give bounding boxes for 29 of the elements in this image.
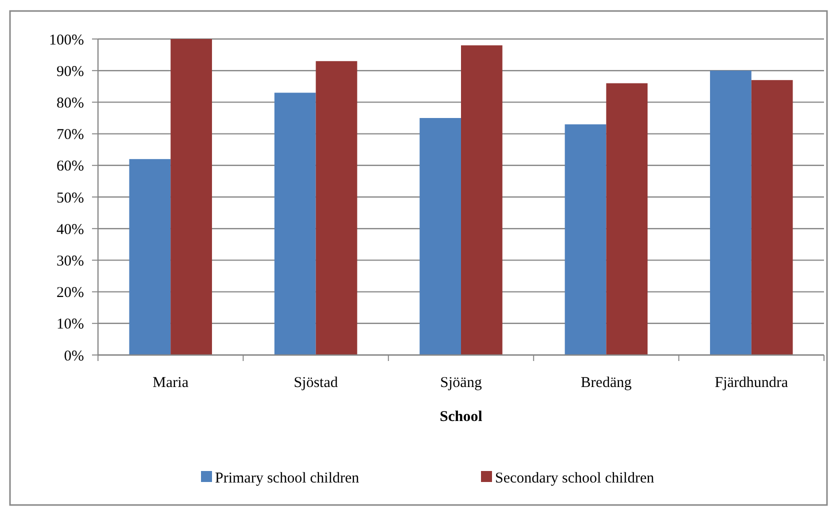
- legend-label: Secondary school children: [495, 470, 655, 486]
- y-tick-label: 40%: [56, 222, 84, 238]
- x-tick-label: Sjöstad: [294, 375, 338, 391]
- bar: [170, 39, 212, 355]
- bar: [564, 124, 606, 355]
- bar: [751, 80, 793, 355]
- y-tick-label: 60%: [56, 158, 84, 175]
- bar: [316, 61, 358, 355]
- y-tick-label: 10%: [56, 316, 84, 333]
- bar: [129, 159, 171, 355]
- y-tick-label: 30%: [56, 253, 84, 270]
- y-tick-label: 0%: [64, 348, 84, 364]
- x-tick-label: Bredäng: [580, 375, 632, 391]
- y-tick-label: 80%: [56, 95, 84, 112]
- x-tick-label: Maria: [152, 375, 189, 391]
- y-tick-label: 70%: [56, 127, 84, 144]
- bar: [710, 70, 752, 355]
- bar: [274, 92, 316, 355]
- y-tick-label: 50%: [56, 190, 84, 206]
- bar: [606, 83, 648, 355]
- bar: [461, 45, 502, 355]
- y-tick-label: 100%: [49, 32, 84, 48]
- bar: [420, 118, 461, 355]
- x-axis-title: School: [440, 409, 482, 425]
- x-tick-label: Sjöäng: [440, 375, 482, 391]
- x-tick-label: Fjärdhundra: [714, 375, 788, 391]
- y-tick-label: 20%: [56, 285, 84, 302]
- legend-label: Primary school children: [215, 470, 360, 486]
- y-tick-label: 90%: [56, 64, 84, 80]
